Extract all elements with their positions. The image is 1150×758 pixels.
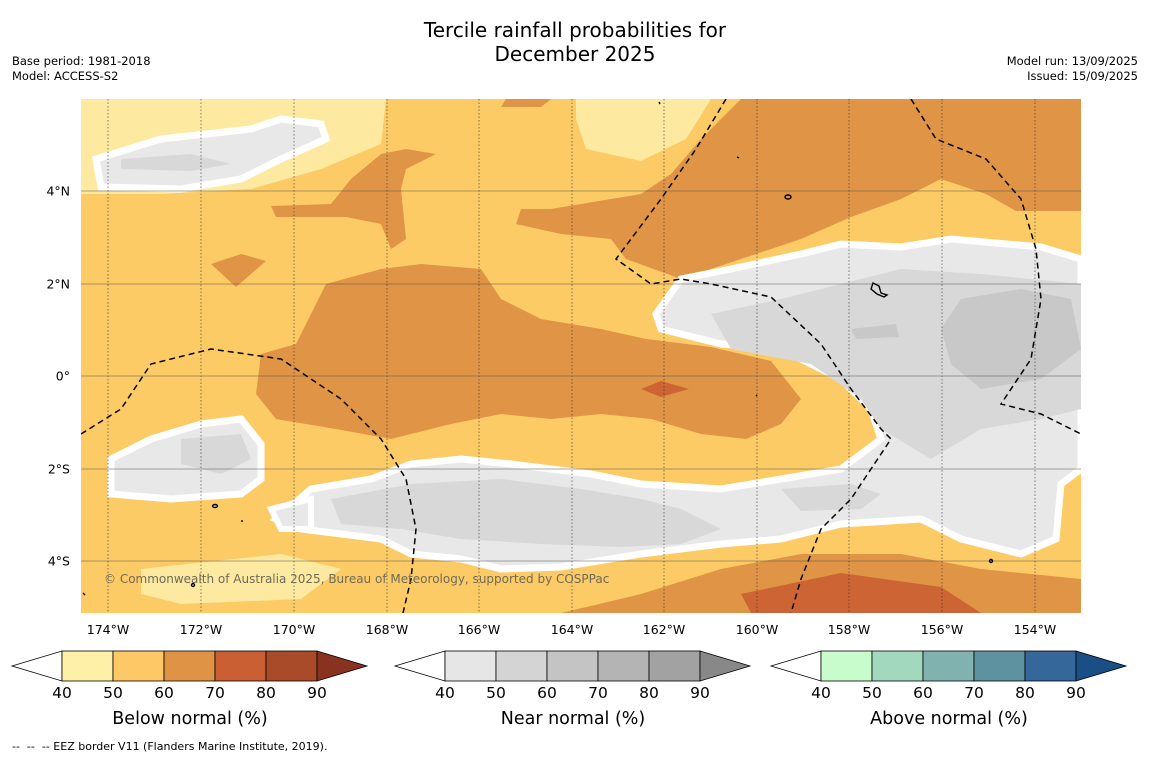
above-tick-90: 90	[1066, 684, 1086, 702]
below-normal-title: Below normal (%)	[112, 709, 268, 729]
copyright-notice: © Commonwealth of Australia 2025, Bureau…	[104, 572, 610, 586]
y-tick-4s: 4°S	[47, 553, 70, 569]
below-60-70-north-central	[271, 149, 436, 249]
eez-border	[81, 99, 1081, 613]
below-tick-50: 50	[103, 684, 123, 702]
x-tick-156w: 156°W	[920, 622, 964, 637]
map-title: Tercile rainfall probabilities for Decem…	[0, 18, 1150, 66]
x-tick-170w: 170°W	[272, 622, 316, 637]
near-tick-90: 90	[690, 684, 710, 702]
colorbars	[10, 650, 1128, 682]
eez-footnote: -- -- -- EEZ border V11 (Flanders Marine…	[12, 740, 328, 753]
above-tick-60: 60	[913, 684, 933, 702]
near-tick-80: 80	[639, 684, 659, 702]
near-50-60-southeast	[781, 484, 881, 511]
y-tick-2n: 2°N	[46, 276, 70, 292]
longitude-lines	[107, 99, 1036, 613]
colorbar-near-normal	[393, 650, 752, 682]
x-tick-164w: 164°W	[550, 622, 594, 637]
y-tick-2s: 2°S	[47, 461, 70, 477]
issued-date: Issued: 15/09/2025	[1027, 69, 1138, 83]
below-tick-60: 60	[154, 684, 174, 702]
above-normal-title: Above normal (%)	[870, 709, 1028, 729]
x-tick-154w: 154°W	[1013, 622, 1057, 637]
x-tick-158w: 158°W	[827, 622, 871, 637]
near-tick-70: 70	[588, 684, 608, 702]
x-tick-166w: 166°W	[457, 622, 501, 637]
below-60-70-top	[501, 99, 551, 107]
below-70-80-equator	[641, 381, 689, 397]
near-60-70-patch	[851, 324, 899, 339]
above-tick-50: 50	[862, 684, 882, 702]
x-tick-174w: 174°W	[86, 622, 130, 637]
title-line-1: Tercile rainfall probabilities for	[423, 18, 727, 42]
x-tick-172w: 172°W	[179, 622, 223, 637]
x-tick-160w: 160°W	[735, 622, 779, 637]
islands	[82, 101, 994, 596]
below-40-50-north	[576, 99, 711, 161]
colorbar-above-normal	[769, 650, 1128, 682]
y-tick-4n: 4°N	[46, 183, 70, 199]
near-50-60-southwest	[181, 434, 251, 474]
near-50-60-south	[331, 479, 721, 547]
colorbar-below-normal	[10, 650, 369, 682]
meta-left: Base period: 1981-2018 Model: ACCESS-S2	[12, 54, 151, 84]
below-tick-80: 80	[256, 684, 276, 702]
model-name: Model: ACCESS-S2	[12, 69, 119, 83]
below-40-50-southwest	[141, 554, 341, 604]
above-tick-70: 70	[964, 684, 984, 702]
x-tick-168w: 168°W	[365, 622, 409, 637]
meta-right: Model run: 13/09/2025 Issued: 15/09/2025	[1007, 54, 1138, 84]
probability-map	[81, 99, 1081, 613]
y-tick-0: 0°	[55, 368, 70, 384]
near-tick-60: 60	[537, 684, 557, 702]
below-60-70-northeast	[516, 99, 1081, 279]
near-60-70-east	[941, 289, 1081, 389]
near-tick-50: 50	[486, 684, 506, 702]
near-tick-40: 40	[435, 684, 455, 702]
below-tick-90: 90	[307, 684, 327, 702]
near-normal-title: Near normal (%)	[500, 709, 646, 729]
below-tick-40: 40	[52, 684, 72, 702]
below-tick-70: 70	[205, 684, 225, 702]
above-tick-80: 80	[1015, 684, 1035, 702]
near-40-50-small	[266, 495, 314, 532]
latitude-lines	[81, 190, 1081, 562]
above-tick-40: 40	[811, 684, 831, 702]
model-run: Model run: 13/09/2025	[1006, 54, 1138, 68]
below-70-80-south	[741, 573, 981, 613]
title-line-2: December 2025	[494, 42, 656, 66]
near-40-50-northwest	[92, 115, 331, 193]
x-tick-162w: 162°W	[642, 622, 686, 637]
below-60-70-west	[211, 254, 266, 287]
base-period: Base period: 1981-2018	[12, 54, 151, 68]
near-50-60-northwest	[121, 154, 231, 171]
